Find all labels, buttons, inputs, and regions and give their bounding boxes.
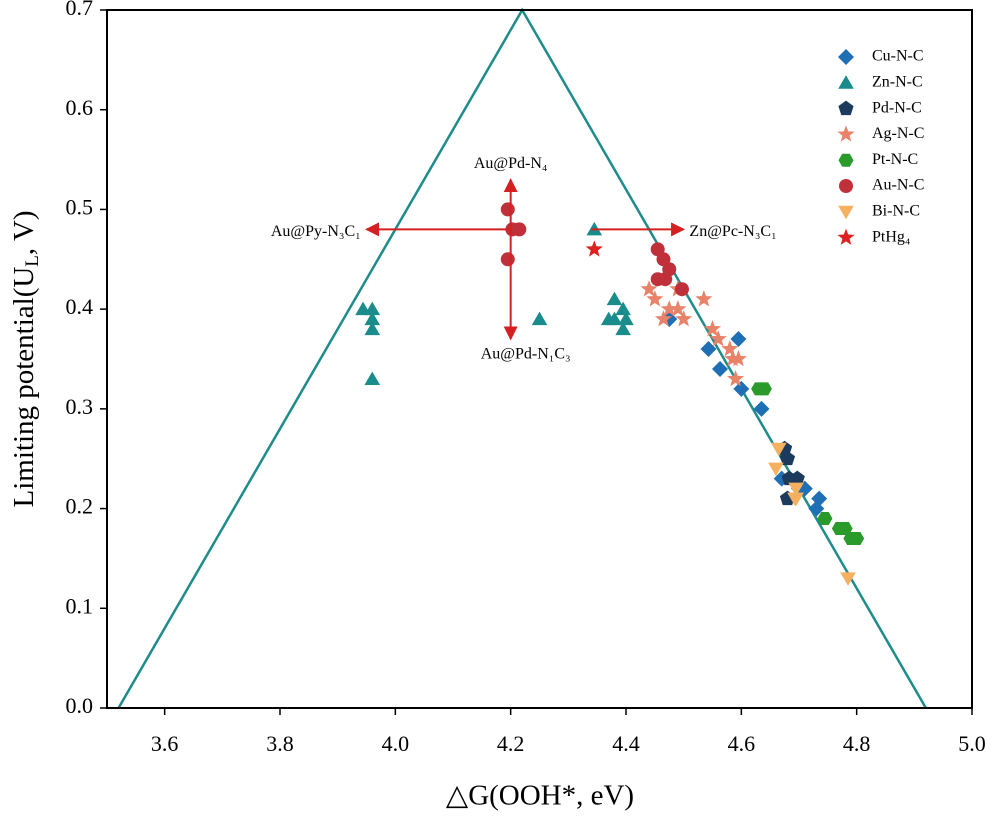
data-point (606, 311, 623, 326)
data-point (808, 500, 825, 517)
plot-frame (106, 9, 973, 709)
y-axis-title: Limiting potential(UL, V) (8, 210, 44, 507)
data-point (756, 382, 772, 396)
legend-marker (838, 100, 854, 116)
data-point (788, 482, 804, 497)
data-point (733, 380, 750, 397)
legend-label: Zn-N-C (872, 73, 923, 90)
x-tick-label: 4.2 (497, 731, 525, 756)
data-point (695, 290, 713, 307)
legend-label: Cu-N-C (872, 48, 924, 65)
legend-marker (838, 49, 854, 65)
annotation: Zn@Pc-N₃C₁ (689, 223, 776, 240)
x-tick-label: 5.0 (958, 731, 986, 756)
x-tick-label: 4.8 (843, 731, 871, 756)
y-axis-title-sub: L (22, 255, 43, 267)
y-tick-label: 0.4 (66, 294, 94, 319)
y-tick-label: 0.1 (66, 593, 94, 618)
y-tick-label: 0.2 (66, 494, 94, 519)
data-point (768, 462, 784, 477)
legend-marker (838, 205, 854, 220)
data-point (364, 301, 381, 316)
data-point (640, 280, 658, 297)
data-point (840, 572, 856, 586)
x-tick-label: 4.6 (728, 731, 756, 756)
x-tick-label: 4.0 (382, 731, 410, 756)
x-tick-label: 4.4 (612, 731, 640, 756)
y-tick-label: 0.5 (66, 194, 94, 219)
data-point (849, 531, 865, 545)
data-point (618, 311, 634, 326)
legend-label: Pd-N-C (872, 99, 922, 116)
legend-marker (837, 228, 855, 245)
data-point (646, 290, 664, 307)
data-point (531, 311, 548, 326)
legend-marker (837, 125, 855, 142)
data-point (585, 240, 603, 257)
data-point (500, 202, 515, 217)
y-tick-label: 0.0 (66, 693, 94, 718)
data-point (837, 522, 853, 536)
legend-marker (839, 179, 853, 193)
y-tick-label: 0.3 (66, 394, 94, 419)
data-point (700, 341, 717, 358)
y-tick-label: 0.7 (66, 0, 94, 20)
legend-marker (838, 153, 854, 167)
annotation: Au@Pd-N₄ (474, 155, 548, 172)
legend-label: Bi-N-C (872, 202, 920, 219)
data-point (817, 512, 833, 526)
data-point (703, 320, 722, 337)
data-point (789, 470, 805, 486)
data-point (711, 360, 728, 377)
data-point (753, 400, 770, 417)
x-tick-label: 3.6 (151, 731, 179, 756)
legend-label: PtHg₄ (872, 228, 911, 245)
data-point (669, 300, 687, 317)
annotation: Au@Py-N₃C₁ (271, 223, 361, 240)
data-point (675, 310, 693, 327)
data-point (364, 321, 381, 336)
data-point (727, 369, 745, 387)
y-tick-label: 0.6 (66, 95, 94, 120)
y-axis-title-part: Limiting potential(U (8, 267, 40, 508)
data-point (788, 492, 804, 507)
data-point (730, 331, 747, 348)
legend-marker (838, 75, 854, 89)
data-point (364, 311, 381, 326)
x-tick-label: 3.8 (266, 731, 294, 756)
data-point (512, 222, 527, 237)
data-point (615, 321, 631, 336)
data-point (721, 340, 739, 357)
annotation: Au@Pd-N₁C₃ (481, 346, 571, 363)
legend-label: Ag-N-C (872, 125, 924, 142)
data-point (658, 272, 673, 287)
data-point (729, 350, 748, 367)
data-point (660, 300, 678, 317)
data-point (771, 442, 787, 457)
data-point (709, 330, 727, 347)
data-point (779, 450, 796, 466)
data-point (364, 371, 381, 385)
legend-label: Pt-N-C (872, 151, 918, 168)
data-point (500, 252, 515, 267)
y-axis-title-part: , V) (8, 210, 40, 255)
data-point (606, 291, 623, 306)
data-point (615, 301, 631, 316)
data-point (654, 310, 673, 327)
data-point (674, 282, 689, 297)
x-axis-title: △G(OOH*, eV) (446, 780, 634, 812)
legend-label: Au-N-C (872, 177, 924, 194)
